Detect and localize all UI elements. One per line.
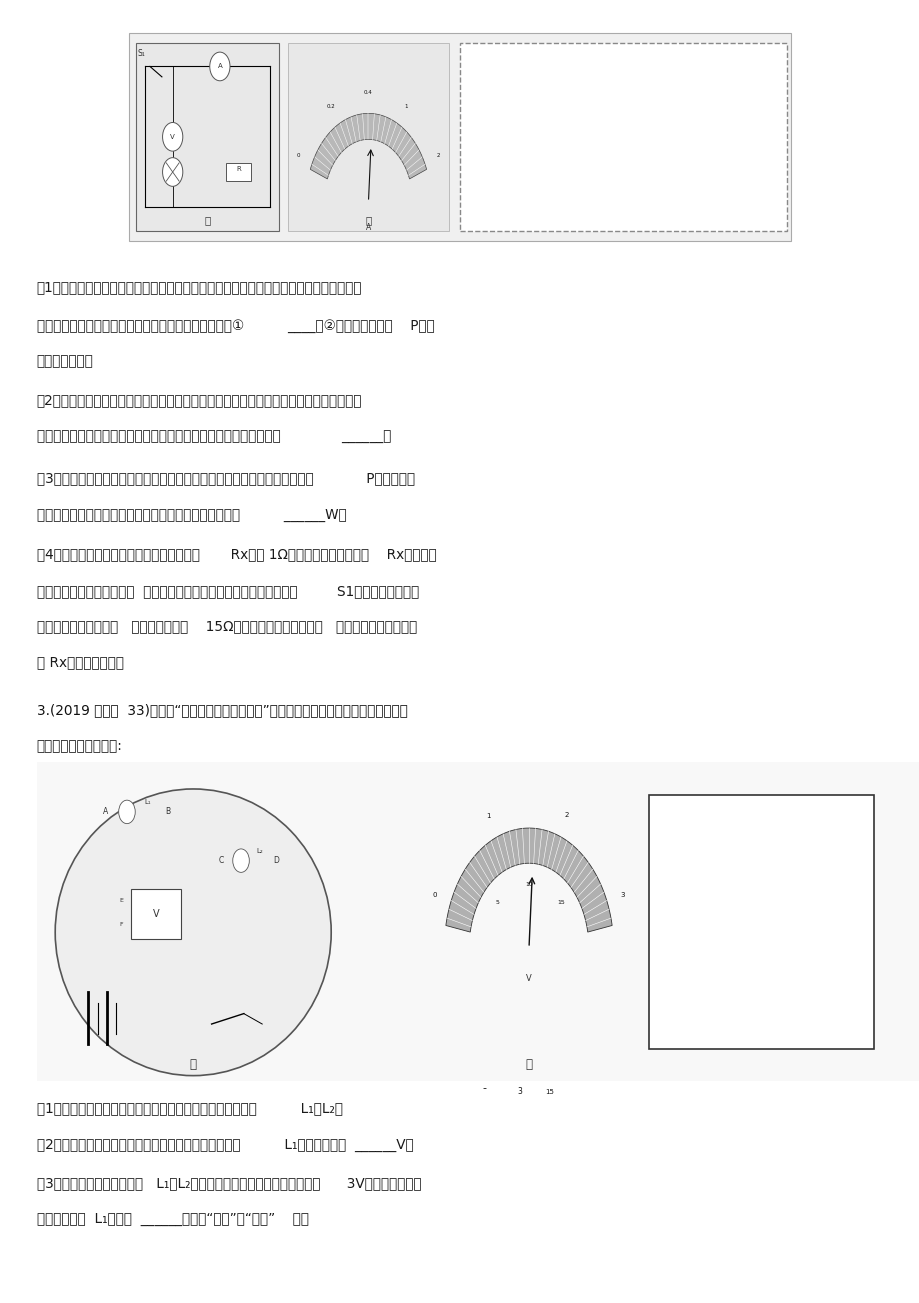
Text: （3）小明更换了一个同型号的新灯泡，正确连接电路，闭合开关，移动滑片            P，灯泡正常: （3）小明更换了一个同型号的新灯泡，正确连接电路，闭合开关，移动滑片 P，灯泡正… — [37, 472, 414, 486]
Text: A: A — [103, 808, 108, 817]
Circle shape — [163, 122, 183, 151]
Text: 的故障可能是  L₁发生了  ______（选填“短路”或“断路”    ）。: 的故障可能是 L₁发生了 ______（选填“短路”或“断路” ）。 — [37, 1212, 309, 1226]
Text: B: B — [165, 808, 170, 817]
Bar — [130, 890, 181, 939]
Bar — [225, 163, 251, 181]
Text: 发光时，电流表示数如图乙所示，则小灯泡的额定功率为          ______W。: 发光时，电流表示数如图乙所示，则小灯泡的额定功率为 ______W。 — [37, 508, 346, 523]
Text: 甲: 甲 — [204, 215, 210, 225]
Circle shape — [163, 158, 183, 186]
Text: V: V — [153, 909, 159, 919]
Text: 0.2: 0.2 — [326, 103, 335, 108]
Text: 10: 10 — [525, 882, 532, 886]
Text: 阔器的馓牌模糊不清，   其最大阙値约为    15Ω）请帮他完成实验设计：   在方框中画出一个能测: 阔器的馓牌模糊不清， 其最大阙値约为 15Ω）请帮他完成实验设计： 在方框中画出… — [37, 619, 416, 633]
Text: 2: 2 — [437, 152, 439, 158]
Text: 甲所示，请你协助完成:: 甲所示，请你协助完成: — [37, 739, 122, 753]
Text: C: C — [218, 856, 223, 865]
Circle shape — [119, 800, 135, 823]
Text: -: - — [482, 1083, 486, 1093]
Text: V: V — [526, 975, 531, 982]
Text: （2）另一组同学也在做这个实验，但开关闭合后，无论怎样移动滑片发现小灯泡都不亮，: （2）另一组同学也在做这个实验，但开关闭合后，无论怎样移动滑片发现小灯泡都不亮， — [37, 394, 362, 408]
Text: R: R — [236, 167, 241, 172]
Polygon shape — [310, 113, 426, 179]
Text: 3: 3 — [620, 893, 625, 898]
Text: （3）闭合开关后，小芳发现   L₁、L₂均不发光，电压表有示数且大小接近      3V，则电路中出现: （3）闭合开关后，小芳发现 L₁、L₂均不发光，电压表有示数且大小接近 3V，则… — [37, 1177, 421, 1191]
Text: （4）小明还想用已有实验器材测量未知电阴       Rx（约 1Ω）的阙値。当他用电阔    Rx替换小灯: （4）小明还想用已有实验器材测量未知电阴 Rx（约 1Ω）的阙値。当他用电阔 R… — [37, 547, 437, 562]
Bar — [37, 762, 919, 1081]
Text: （1）小明按图甲进行电路连接，当他接好最后一根导线时，小灯泡立即发出耀眼的光，接: （1）小明按图甲进行电路连接，当他接好最后一根导线时，小灯泡立即发出耀眼的光，接 — [37, 280, 362, 294]
Polygon shape — [446, 829, 611, 932]
Text: L₁: L₁ — [143, 799, 151, 805]
Text: 电流表没有示数，但电压表有示数，请分析造成此现象的可能原因是              ______。: 电流表没有示数，但电压表有示数，请分析造成此现象的可能原因是 ______。 — [37, 430, 391, 444]
Text: 乙: 乙 — [525, 1058, 532, 1071]
Circle shape — [233, 850, 249, 873]
Text: 0: 0 — [432, 893, 437, 898]
Text: （1）在方框内画出与图甲对应的电路图，并在电路图中标上          L₁、L₂。: （1）在方框内画出与图甲对应的电路图，并在电路图中标上 L₁、L₂。 — [37, 1101, 343, 1115]
Text: D: D — [273, 856, 278, 865]
Bar — [288, 43, 448, 231]
Text: 3: 3 — [516, 1087, 522, 1096]
Text: S₁: S₁ — [138, 50, 145, 57]
Bar — [129, 33, 790, 241]
Circle shape — [210, 52, 230, 81]
Text: A: A — [366, 223, 370, 232]
Text: 甲最右端位置。: 甲最右端位置。 — [37, 354, 94, 369]
Text: （2）在某次测量时，电压表的示数如图乙所示，此时灯          L₁两端的电压为  ______V。: （2）在某次测量时，电压表的示数如图乙所示，此时灯 L₁两端的电压为 _____… — [37, 1138, 414, 1152]
Text: F: F — [119, 923, 123, 928]
Text: 3.(2019 邵阳，  33)小芳在“探究串联电路电压特点”的实验中，连接好了的实物电路图如图: 3.(2019 邵阳， 33)小芳在“探究串联电路电压特点”的实验中，连接好了的… — [37, 704, 407, 718]
Text: 乙: 乙 — [365, 215, 371, 225]
Text: 15: 15 — [556, 900, 564, 906]
Text: 1: 1 — [486, 813, 491, 820]
Text: V: V — [170, 134, 175, 139]
Text: E: E — [119, 898, 123, 903]
Text: 1: 1 — [403, 103, 407, 108]
Ellipse shape — [55, 790, 331, 1076]
Text: 2: 2 — [563, 812, 568, 818]
Text: 出 Rx阙値的电路图。: 出 Rx阙値的电路图。 — [37, 655, 124, 670]
Bar — [648, 795, 873, 1049]
Bar — [136, 43, 278, 231]
Text: 0: 0 — [297, 152, 300, 158]
Text: 0.4: 0.4 — [364, 90, 372, 95]
Bar — [460, 43, 786, 231]
Text: 甲: 甲 — [189, 1058, 197, 1071]
Text: 5: 5 — [494, 900, 498, 906]
Text: 泡后，发现电压表已损坏。  （注意：其他器材完好、桌上还有一个开关         S1可以使用；滑动变: 泡后，发现电压表已损坏。 （注意：其他器材完好、桌上还有一个开关 S1可以使用；… — [37, 584, 418, 598]
Text: L₂: L₂ — [255, 848, 263, 853]
Text: 15: 15 — [544, 1089, 553, 1095]
Text: 着小灯泡烧坏。请指出小明在连接电路时的错误操作：①          ____；②滑动变阔器滑片    P在图: 着小灯泡烧坏。请指出小明在连接电路时的错误操作：① ____；②滑动变阔器滑片 … — [37, 319, 434, 334]
Text: A: A — [217, 64, 222, 69]
